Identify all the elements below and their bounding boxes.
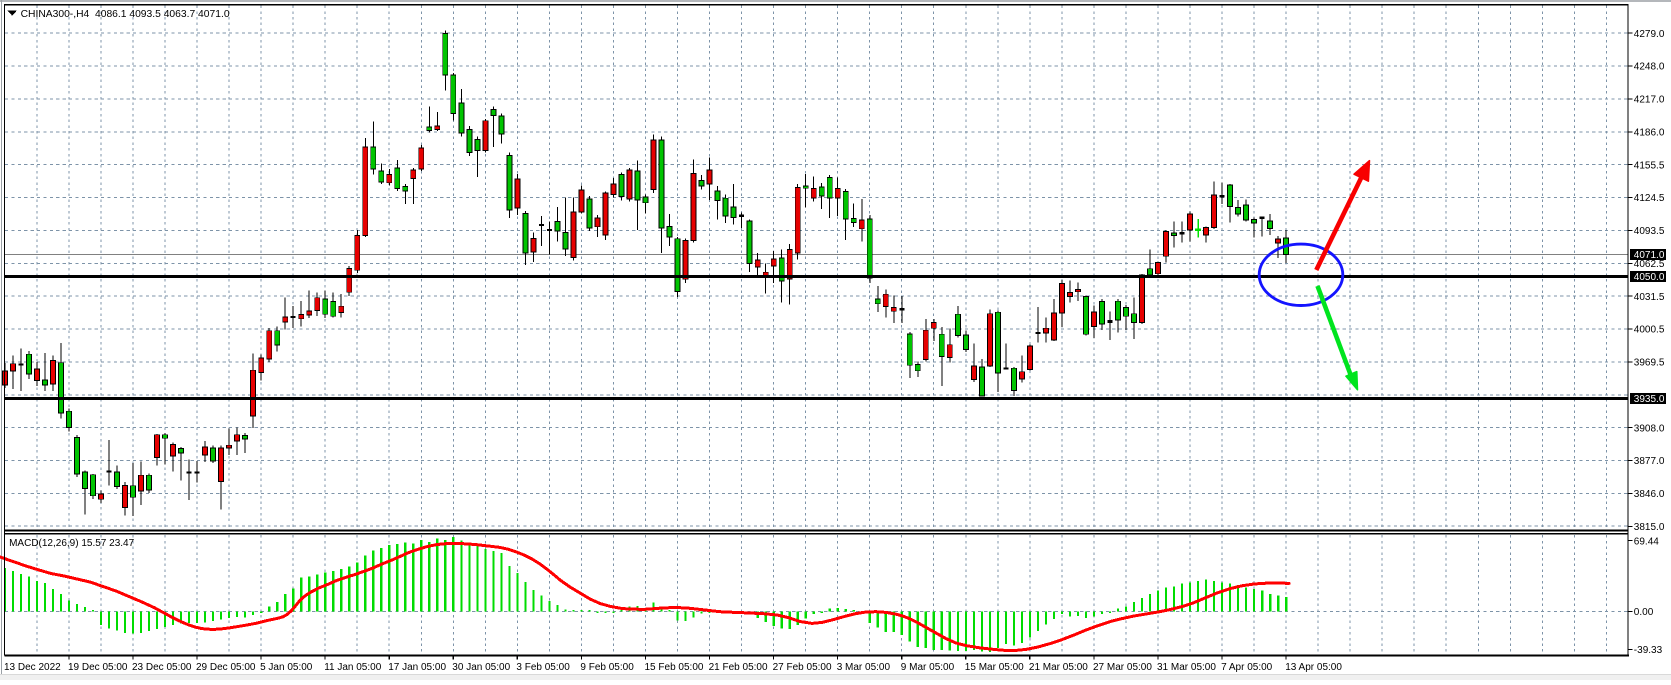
svg-text:9 Feb 05:00: 9 Feb 05:00 [580,662,634,673]
svg-text:13 Apr 05:00: 13 Apr 05:00 [1285,662,1342,673]
svg-text:4031.5: 4031.5 [1634,292,1665,303]
svg-text:3846.0: 3846.0 [1634,489,1665,500]
svg-text:4248.0: 4248.0 [1634,62,1665,73]
svg-text:MACD(12,26,9) 15.57 23.47: MACD(12,26,9) 15.57 23.47 [9,538,135,549]
svg-text:CHINA300-,H4 4086.1 4093.5 40: CHINA300-,H4 4086.1 4093.5 4063.7 4071.0 [21,9,230,20]
svg-text:4050.0: 4050.0 [1634,272,1665,283]
svg-text:4124.5: 4124.5 [1634,193,1665,204]
svg-text:31 Mar 05:00: 31 Mar 05:00 [1157,662,1216,673]
svg-text:15 Mar 05:00: 15 Mar 05:00 [965,662,1024,673]
svg-text:4279.0: 4279.0 [1634,29,1665,40]
svg-text:23 Dec 05:00: 23 Dec 05:00 [132,662,192,673]
svg-text:4093.5: 4093.5 [1634,226,1665,237]
svg-text:4155.5: 4155.5 [1634,160,1665,171]
svg-text:0.00: 0.00 [1634,607,1654,618]
svg-text:27 Mar 05:00: 27 Mar 05:00 [1093,662,1152,673]
svg-text:4217.0: 4217.0 [1634,95,1665,106]
svg-text:27 Feb 05:00: 27 Feb 05:00 [773,662,832,673]
svg-text:21 Feb 05:00: 21 Feb 05:00 [709,662,768,673]
svg-text:9 Mar 05:00: 9 Mar 05:00 [901,662,955,673]
svg-text:3 Mar 05:00: 3 Mar 05:00 [837,662,891,673]
svg-text:4186.0: 4186.0 [1634,127,1665,138]
svg-text:-39.33: -39.33 [1634,645,1663,656]
svg-text:13 Dec 2022: 13 Dec 2022 [4,662,61,673]
svg-text:19 Dec 05:00: 19 Dec 05:00 [68,662,128,673]
svg-text:4071.0: 4071.0 [1634,250,1665,261]
svg-text:4062.5: 4062.5 [1634,259,1665,270]
svg-text:7 Apr 05:00: 7 Apr 05:00 [1221,662,1273,673]
svg-text:3908.0: 3908.0 [1634,423,1665,434]
svg-text:3935.0: 3935.0 [1634,394,1665,405]
svg-text:30 Jan 05:00: 30 Jan 05:00 [452,662,510,673]
svg-text:4000.5: 4000.5 [1634,325,1665,336]
svg-text:3969.5: 3969.5 [1634,358,1665,369]
svg-text:3 Feb 05:00: 3 Feb 05:00 [516,662,570,673]
svg-text:21 Mar 05:00: 21 Mar 05:00 [1029,662,1088,673]
svg-text:29 Dec 05:00: 29 Dec 05:00 [196,662,256,673]
svg-text:11 Jan 05:00: 11 Jan 05:00 [324,662,382,673]
svg-text:3877.0: 3877.0 [1634,456,1665,467]
svg-text:17 Jan 05:00: 17 Jan 05:00 [388,662,446,673]
svg-text:3815.0: 3815.0 [1634,522,1665,533]
svg-text:5 Jan 05:00: 5 Jan 05:00 [260,662,313,673]
svg-text:69.44: 69.44 [1634,536,1659,547]
svg-text:15 Feb 05:00: 15 Feb 05:00 [645,662,704,673]
